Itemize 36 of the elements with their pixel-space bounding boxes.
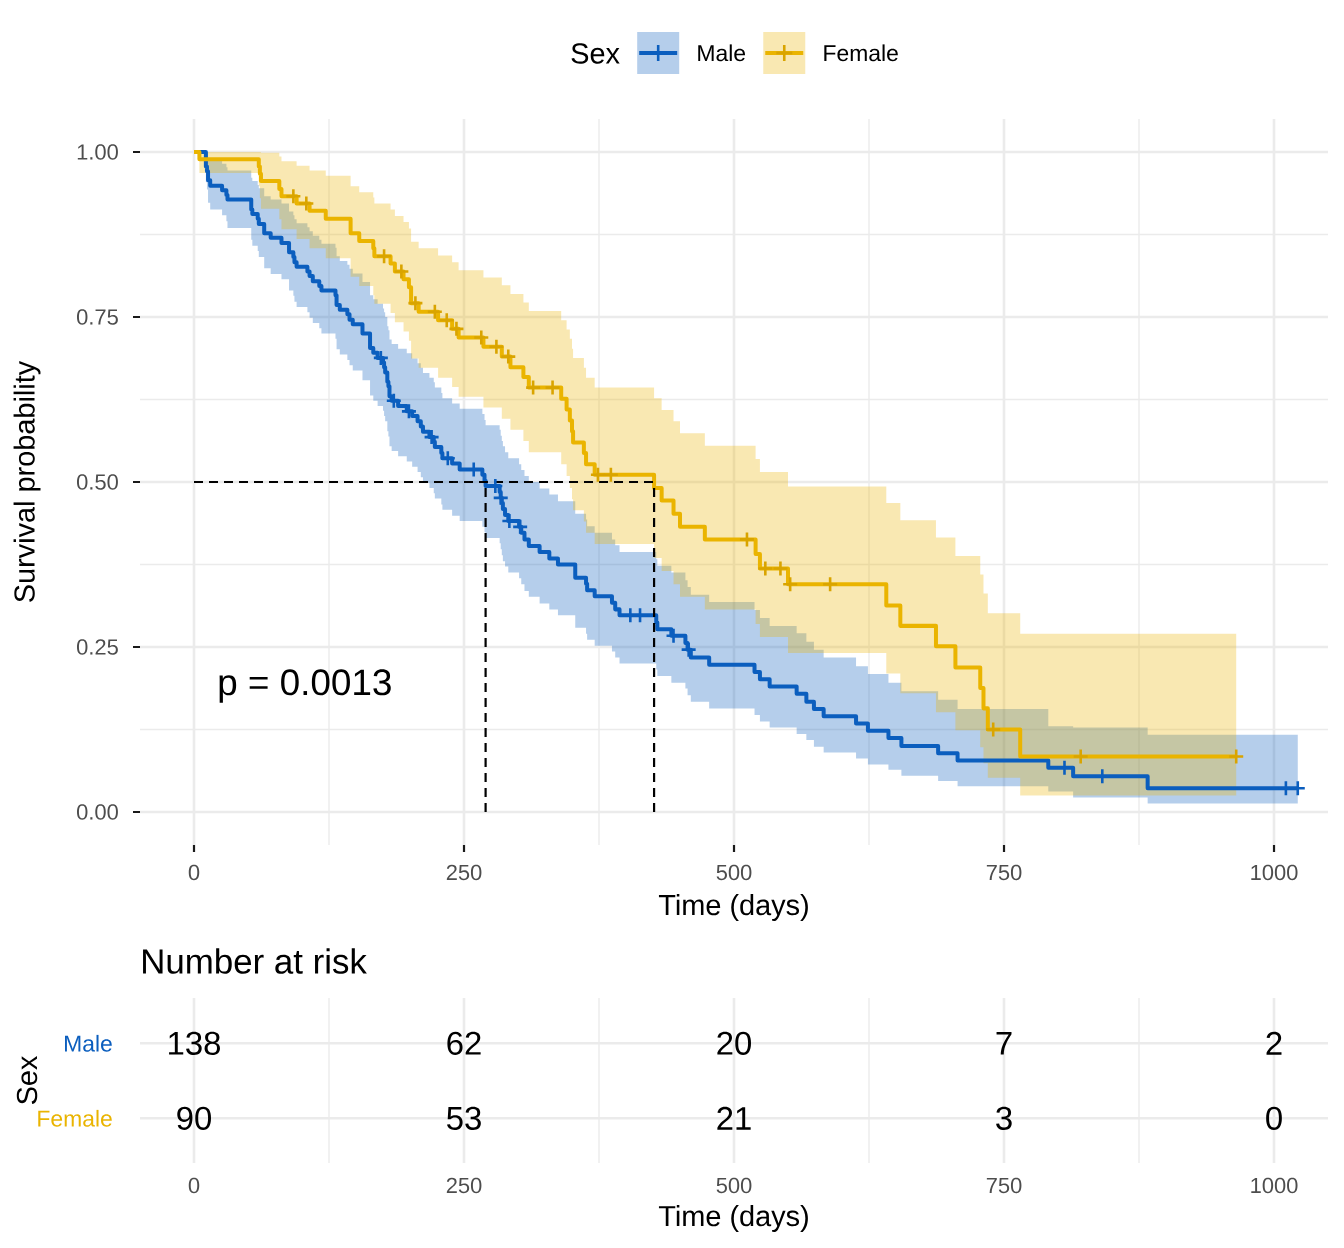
x-tick-label: 750 [986, 1177, 1022, 1194]
data-label: 90 [177, 1106, 211, 1130]
data-label: 3 [996, 1106, 1012, 1130]
data-label: 21 [717, 1106, 751, 1130]
y-tick-label: 0.75 [77, 309, 118, 325]
y-axis-title: Sex [16, 1055, 38, 1105]
data-label: 7 [996, 1031, 1012, 1055]
y-tick-label: 1.00 [77, 144, 118, 160]
data-label: 20 [717, 1031, 751, 1055]
data-label: 62 [447, 1031, 481, 1055]
y-tick-label: 0.50 [77, 474, 118, 490]
x-axis-title: Time (days) [658, 1205, 808, 1232]
legend-title: Sex [571, 43, 620, 64]
x-tick-label: 250 [446, 1177, 482, 1194]
data-label: 2 [1266, 1031, 1282, 1055]
x-tick-label: 250 [446, 864, 482, 881]
x-tick-label: 1000 [1251, 864, 1298, 881]
data-label: 53 [447, 1106, 481, 1130]
x-tick-label: 1000 [1251, 1177, 1298, 1194]
x-tick-label: 0 [188, 864, 200, 881]
x-tick-label: 500 [716, 864, 752, 881]
y-tick-label: 0.00 [77, 804, 118, 820]
x-tick-label: 500 [716, 1177, 752, 1194]
annotation: p = 0.0013 [219, 669, 391, 703]
chart-title: Number at risk [143, 948, 367, 974]
data-label: 0 [1266, 1106, 1282, 1130]
y-tick-label: Male [65, 1034, 112, 1052]
legend-label: Female [824, 44, 898, 62]
y-axis-title: Survival probability [13, 360, 41, 602]
x-tick-label: 0 [188, 1177, 200, 1194]
x-tick-label: 750 [986, 864, 1022, 881]
legend-label: Male [698, 44, 746, 62]
x-axis-title: Time (days) [658, 894, 808, 921]
data-label: 138 [169, 1031, 220, 1055]
y-tick-label: 0.25 [77, 639, 118, 655]
y-tick-label: Female [38, 1109, 112, 1127]
